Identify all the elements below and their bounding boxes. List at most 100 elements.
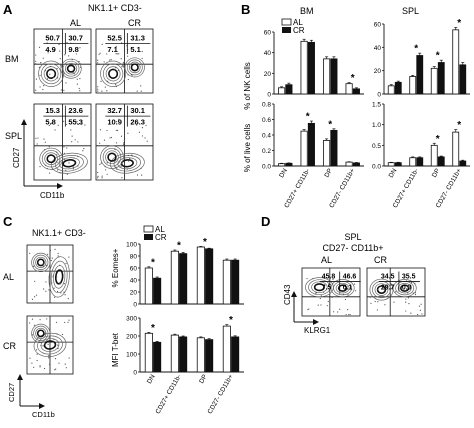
event-dot xyxy=(44,343,46,345)
legend-al-swatch xyxy=(281,18,292,26)
contour-ring xyxy=(100,60,126,87)
event-dot xyxy=(52,274,55,276)
event-dot xyxy=(63,291,65,293)
event-dot xyxy=(115,66,117,68)
event-dot xyxy=(405,301,407,303)
bar-cr xyxy=(285,84,293,95)
contour-ring xyxy=(64,62,78,75)
contour-ring xyxy=(46,154,56,164)
event-dot xyxy=(46,78,49,80)
contour-ring xyxy=(62,159,77,168)
event-dot xyxy=(43,85,45,87)
event-dot xyxy=(74,49,77,51)
quadrant-value: 31.3 xyxy=(130,34,145,43)
quadrant-value: 7.1 xyxy=(107,45,117,54)
event-dot xyxy=(40,344,42,347)
event-dot xyxy=(120,58,122,60)
contour-ring xyxy=(37,335,63,355)
event-dot xyxy=(68,319,70,321)
event-dot xyxy=(31,298,34,301)
bar-al xyxy=(452,131,460,167)
event-dot xyxy=(72,168,75,170)
panel-c-legend: AL CR xyxy=(143,225,167,242)
event-dot xyxy=(418,305,421,307)
contour-ring xyxy=(105,66,121,82)
contour-ring xyxy=(311,281,328,293)
event-dot xyxy=(57,252,59,255)
event-dot xyxy=(77,141,79,143)
event-dot xyxy=(63,89,65,91)
event-dot xyxy=(123,139,125,142)
contour-ring xyxy=(308,279,331,296)
panel-c-y-axis-label: CD27 xyxy=(7,383,16,402)
event-dot xyxy=(103,139,106,141)
event-dot xyxy=(141,50,143,53)
event-dot xyxy=(64,159,66,161)
event-dot xyxy=(322,291,325,293)
event-dot xyxy=(77,155,79,157)
event-dot xyxy=(410,281,413,284)
plot-spl-al: 15.3 23.6 5.8 55.3 xyxy=(33,103,92,181)
event-dot xyxy=(64,294,66,296)
event-dot xyxy=(106,90,108,92)
event-dot xyxy=(141,174,143,176)
event-dot xyxy=(42,263,44,265)
event-dot xyxy=(101,90,103,92)
y-tick-label: 100 xyxy=(126,242,137,249)
contour-ring xyxy=(102,147,122,167)
event-dot xyxy=(49,73,51,75)
event-dot xyxy=(51,168,53,171)
event-dot xyxy=(35,137,37,139)
plot-d-al: 45.8 46.6 7.5 0.1 xyxy=(301,267,361,317)
significance-star: * xyxy=(436,51,440,62)
event-dot xyxy=(56,276,58,278)
event-dot xyxy=(136,124,138,126)
event-dot xyxy=(114,69,116,71)
contour-ring xyxy=(100,145,124,169)
plot-bm-al: 50.7 30.7 4.9 9.8 xyxy=(33,28,92,94)
event-dot xyxy=(60,292,62,294)
plot-c-cr xyxy=(26,315,74,375)
event-dot xyxy=(345,313,347,316)
event-dot xyxy=(104,166,106,168)
event-dot xyxy=(115,142,118,144)
panel-b-title-spl: SPL xyxy=(402,6,419,16)
event-dot xyxy=(39,74,41,76)
quadrant-value: 46.6 xyxy=(343,274,357,281)
quadrant-value: 32.7 xyxy=(107,106,122,115)
event-dot xyxy=(115,85,118,88)
event-dot xyxy=(127,78,129,81)
event-dot xyxy=(79,90,81,92)
event-dot xyxy=(97,88,99,90)
event-dot xyxy=(48,172,51,174)
event-dot xyxy=(65,367,67,369)
quadrant-value: 45.8 xyxy=(322,274,336,281)
event-dot xyxy=(46,253,49,255)
contour-ring xyxy=(43,66,59,82)
event-dot xyxy=(97,171,99,174)
event-dot xyxy=(48,357,50,359)
bar-cr xyxy=(285,162,293,167)
significance-star: * xyxy=(306,112,310,123)
event-dot xyxy=(43,288,45,290)
event-dot xyxy=(377,301,379,303)
bar-al xyxy=(170,250,179,305)
y-tick-label: 40 xyxy=(130,278,138,285)
event-dot xyxy=(320,304,322,306)
quadrant-value: 30.1 xyxy=(130,106,145,115)
contour-ring xyxy=(109,152,145,174)
panel-a-row-bm: BM xyxy=(5,54,19,64)
panel-c-row-cr: CR xyxy=(3,341,16,351)
event-dot xyxy=(414,293,417,296)
event-dot xyxy=(141,57,143,60)
contour-ring xyxy=(41,150,61,168)
bar-al xyxy=(196,337,205,373)
event-dot xyxy=(347,293,349,295)
contour-ring xyxy=(46,68,57,79)
event-dot xyxy=(421,313,423,315)
event-dot xyxy=(81,120,83,122)
event-dot xyxy=(130,123,133,125)
event-dot xyxy=(56,333,58,335)
panel-c-title: NK1.1+ CD3- xyxy=(32,228,86,238)
